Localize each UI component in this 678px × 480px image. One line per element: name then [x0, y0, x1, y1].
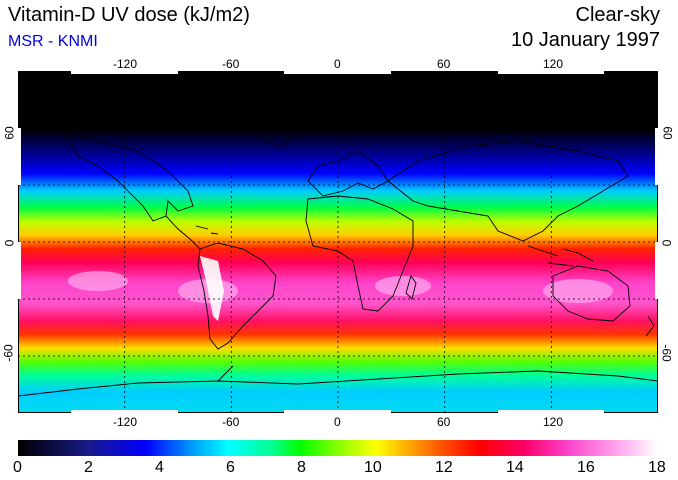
colorbar-tick: 16 [577, 459, 595, 476]
source-label: MSR - KNMI [8, 33, 98, 50]
date-label: 10 January 1997 [510, 29, 660, 51]
lat-tick-right: 0 [659, 239, 674, 247]
lon-tick-bottom: 60 [437, 415, 451, 429]
lon-tick-top: -60 [222, 57, 240, 71]
lat-tick-right: 60 [660, 126, 675, 140]
lon-tick-top: 0 [334, 57, 341, 71]
lon-tick-bottom: -60 [222, 415, 240, 429]
lon-tick-bottom: 0 [334, 415, 341, 429]
colorbar-tick: 8 [297, 459, 306, 476]
lon-tick-bottom: -120 [113, 415, 138, 429]
colorbar-tick: 14 [506, 459, 524, 476]
lat-tick-left: -60 [1, 344, 16, 362]
lon-tick-top: -120 [113, 57, 138, 71]
colorbar-tick: 0 [13, 459, 22, 476]
sky-condition-label: Clear-sky [575, 4, 660, 26]
graticule [18, 71, 658, 413]
colorbar-tick: 18 [648, 459, 666, 476]
lat-tick-left: 60 [2, 126, 17, 140]
andes-high-dose [200, 256, 224, 321]
colorbar-tick: 10 [364, 459, 382, 476]
colorbar-tick: 6 [226, 459, 235, 476]
lat-tick-right: -60 [659, 344, 674, 362]
lon-tick-top: 120 [543, 57, 564, 71]
colorbar-tick: 2 [84, 459, 93, 476]
lon-tick-top: 60 [437, 57, 451, 71]
colorbar-tick: 4 [155, 459, 164, 476]
colorbar-tick: 12 [435, 459, 453, 476]
lat-tick-left: 0 [2, 239, 17, 247]
uv-dose-map [18, 71, 658, 413]
frame-segments [18, 71, 658, 413]
colorbar [18, 440, 658, 456]
chart-title: Vitamin-D UV dose (kJ/m2) [8, 4, 250, 26]
lon-tick-bottom: 120 [543, 415, 564, 429]
